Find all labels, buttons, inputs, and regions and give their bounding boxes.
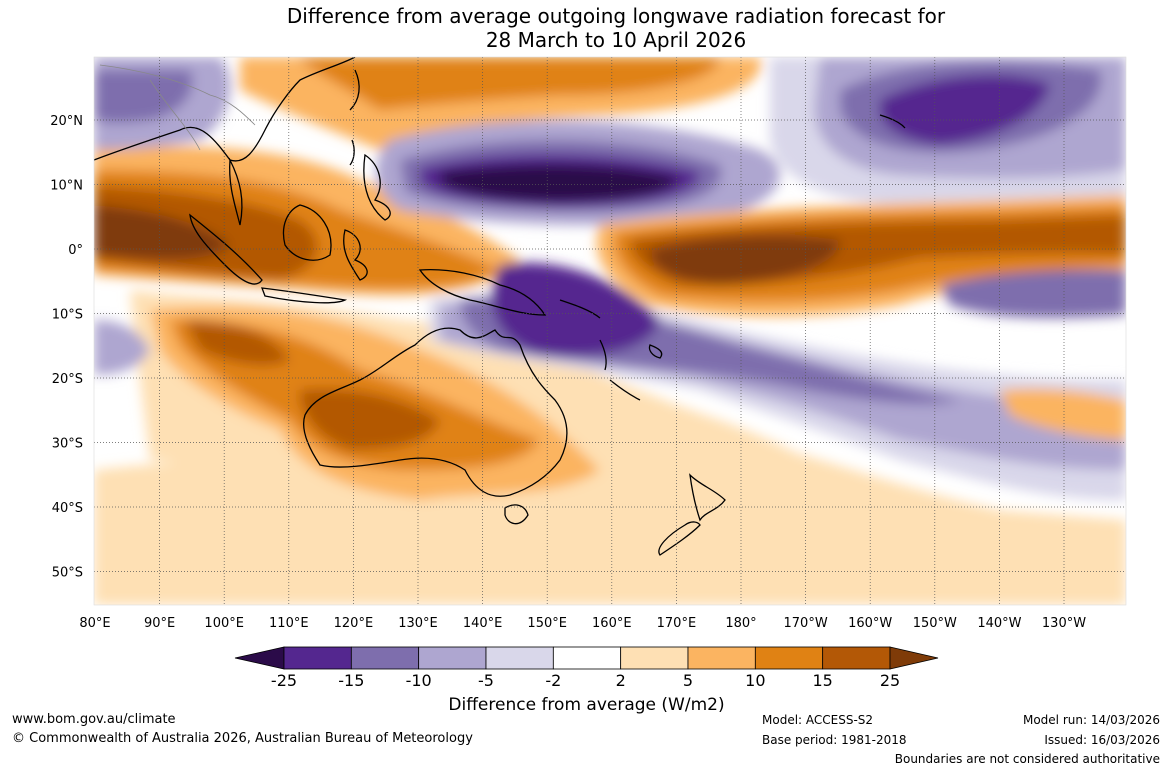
longitude-label: 170°E: [657, 616, 697, 631]
colorbar-bin: [687, 646, 756, 670]
latitude-axis: 20°N 10°N 0° 10°S 20°S 30°S 40°S 50°S: [50, 114, 83, 581]
anomaly-purple-east: [940, 269, 1126, 318]
colorbar-bin: [754, 646, 824, 670]
hawaii-coastline: [879, 114, 906, 129]
map-frame: [93, 56, 1127, 606]
colorbar-tick-label: 15: [812, 671, 833, 690]
longitude-label: 170°W: [784, 616, 828, 631]
anomaly-purple-north-west-corner: [94, 70, 193, 123]
philippines-coastline: [363, 153, 391, 221]
chart-title: Difference from average outgoing longwav…: [0, 4, 1173, 52]
australia-coastline: [303, 327, 568, 497]
vanuatu-coastline: [599, 339, 607, 371]
longitude-label: 160°E: [592, 616, 632, 631]
latitude-label: 10°S: [52, 308, 83, 323]
fiji-coastline: [648, 344, 663, 359]
colorbar-bin: [418, 646, 487, 670]
footer-website[interactable]: www.bom.gov.au/climate: [12, 712, 176, 727]
anomaly-darkest-brown-maritime: [94, 205, 230, 260]
colorbar-tick-label: -10: [405, 671, 432, 690]
colorbar-tick-label: -25: [270, 671, 298, 690]
longitude-label: 80°E: [79, 616, 110, 631]
country-borders: [99, 64, 256, 151]
colorbar-tick-label: 5: [682, 671, 694, 690]
anomaly-brown-australia: [300, 388, 440, 450]
footer-model: Model: ACCESS-S2: [762, 713, 874, 727]
longitude-label: 180°: [725, 616, 756, 631]
borneo-coastline: [282, 204, 332, 261]
footer-disclaimer: Boundaries are not considered authoritat…: [894, 752, 1160, 766]
longitude-label: 160°W: [848, 616, 892, 631]
anomaly-purple-south-west-corner: [94, 320, 150, 375]
colorbar-bin: [350, 646, 420, 670]
latitude-label: 50°S: [52, 566, 83, 581]
graticule: [94, 57, 1126, 605]
anomaly-darkest-brown-equatorial-pacific: [650, 235, 840, 285]
longitude-label: 140°W: [977, 616, 1021, 631]
new-caledonia-coastline: [609, 379, 641, 401]
colorbar-tick-label: 2: [615, 671, 626, 690]
solomon-islands-coastline: [559, 299, 601, 319]
colorbar-bin: [822, 646, 891, 670]
sulawesi-coastline: [343, 229, 368, 281]
malay-peninsula-coastline: [229, 157, 243, 226]
footer-copyright: © Commonwealth of Australia 2026, Austra…: [12, 731, 473, 746]
colorbar-title: Difference from average (W/m2): [448, 695, 725, 715]
longitude-label: 100°E: [204, 616, 244, 631]
longitude-label: 130°W: [1042, 616, 1086, 631]
anomaly-dark-purple-north-east: [880, 75, 1050, 145]
new-zealand-south-coastline: [658, 521, 701, 556]
colorbar: [234, 646, 939, 670]
new-zealand-north-coastline: [689, 473, 726, 522]
asia-coastline: [94, 57, 356, 162]
colorbar-extend-high: [889, 646, 939, 670]
tasmania-coastline: [504, 504, 529, 525]
footer-base-period: Base period: 1981-2018: [762, 733, 907, 747]
anomaly-dark-orange-north-pacific: [300, 57, 720, 110]
colorbar-tick-label: 25: [879, 671, 901, 690]
latitude-label: 30°S: [52, 437, 83, 452]
latitude-label: 0°: [68, 243, 83, 258]
anomaly-brown-indian-ocean: [185, 320, 290, 366]
colorbar-bin: [552, 646, 622, 670]
longitude-label: 120°E: [334, 616, 374, 631]
japan-coastline: [349, 69, 360, 111]
anomaly-dark-purple-spcz: [492, 262, 660, 357]
coastlines: [94, 57, 906, 556]
map-panel: [94, 57, 1126, 605]
latitude-label: 20°S: [52, 372, 83, 387]
longitude-axis: 80°E 90°E 100°E 110°E 120°E 130°E 140°E 150°E 16…: [79, 616, 1086, 631]
latitude-label: 20°N: [50, 114, 83, 129]
latitude-label: 40°S: [52, 501, 83, 516]
longitude-label: 150°E: [527, 616, 567, 631]
latitude-label: 10°N: [50, 179, 83, 194]
anomaly-darkest-purple-west-pacific: [440, 164, 680, 202]
longitude-label: 110°E: [269, 616, 309, 631]
anomaly-orange-south-east: [1000, 388, 1126, 440]
title-line-1: Difference from average outgoing longwav…: [286, 4, 946, 28]
longitude-label: 130°E: [398, 616, 438, 631]
colorbar-tick-label: -15: [338, 671, 365, 690]
longitude-label: 90°E: [144, 616, 175, 631]
java-coastline: [261, 287, 348, 304]
colorbar-extend-low: [234, 646, 285, 670]
colorbar-bin: [283, 646, 352, 670]
sumatra-coastline: [189, 213, 263, 285]
colorbar-tick-label: -5: [478, 671, 494, 690]
longitude-label: 140°E: [463, 616, 503, 631]
footer-issued: Issued: 16/03/2026: [1044, 733, 1160, 747]
colorbar-bin: [620, 646, 689, 670]
taiwan-coastline: [349, 139, 355, 166]
title-line-2: 28 March to 10 April 2026: [485, 28, 747, 52]
longitude-label: 150°W: [913, 616, 957, 631]
footer-model-run: Model run: 14/03/2026: [1022, 713, 1160, 727]
colorbar-bin: [485, 646, 554, 670]
colorbar-tick-label: 10: [745, 671, 766, 690]
new-guinea-coastline: [418, 269, 547, 316]
colorbar-tick-label: -2: [545, 671, 562, 690]
